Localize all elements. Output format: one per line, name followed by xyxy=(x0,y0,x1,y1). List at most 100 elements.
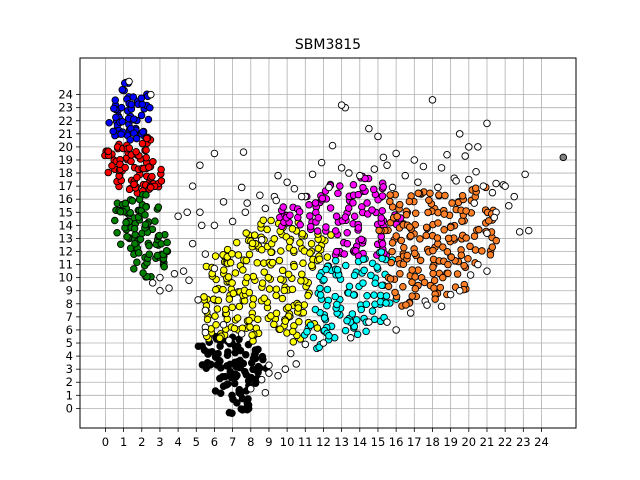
scatter-point xyxy=(333,266,342,274)
scatter-point xyxy=(253,259,261,267)
scatter-point xyxy=(461,152,469,160)
scatter-point xyxy=(378,254,386,263)
scatter-point xyxy=(363,291,371,300)
scatter-point xyxy=(354,190,363,199)
scatter-point xyxy=(267,216,275,225)
scatter-point xyxy=(121,163,129,172)
scatter-point xyxy=(373,263,381,271)
scatter-point xyxy=(375,226,383,235)
scatter-point xyxy=(146,183,155,192)
scatter-point xyxy=(147,90,155,99)
scatter-point xyxy=(403,251,412,260)
scatter-point xyxy=(214,296,223,305)
scatter-point xyxy=(393,212,401,221)
scatter-point xyxy=(315,255,324,263)
x-tick-label: 10 xyxy=(280,435,295,449)
scatter-point xyxy=(225,336,233,345)
scatter-point xyxy=(284,303,293,312)
scatter-point xyxy=(247,385,255,393)
scatter-point xyxy=(331,256,340,265)
scatter-point xyxy=(337,101,346,109)
scatter-point xyxy=(359,255,368,264)
scatter-point xyxy=(110,104,118,113)
scatter-point xyxy=(383,318,391,326)
scatter-point xyxy=(258,279,267,287)
y-tick-label: 24 xyxy=(58,88,73,102)
scatter-point xyxy=(260,294,268,303)
scatter-point xyxy=(370,165,379,173)
scatter-point xyxy=(228,303,236,312)
scatter-point xyxy=(210,264,219,273)
x-tick-label: 9 xyxy=(265,435,272,449)
scatter-point xyxy=(188,239,197,248)
scatter-point xyxy=(374,132,382,141)
scatter-point xyxy=(474,260,482,269)
scatter-point xyxy=(284,270,293,279)
scatter-point xyxy=(368,307,377,315)
x-tick-label: 14 xyxy=(352,435,367,449)
scatter-point xyxy=(248,331,256,339)
scatter-point xyxy=(446,223,455,232)
scatter-point xyxy=(386,275,395,283)
scatter-point xyxy=(236,360,245,368)
scatter-point xyxy=(188,182,197,190)
scatter-point xyxy=(429,263,437,271)
scatter-point xyxy=(416,256,425,265)
scatter-point xyxy=(453,270,462,278)
scatter-point xyxy=(440,210,448,218)
scatter-point xyxy=(378,240,387,248)
scatter-point xyxy=(316,291,325,299)
scatter-point xyxy=(301,340,310,349)
scatter-point xyxy=(149,157,157,166)
scatter-point xyxy=(401,171,409,180)
scatter-point xyxy=(515,228,524,236)
scatter-point xyxy=(455,130,464,138)
scatter-point xyxy=(243,273,251,282)
scatter-point xyxy=(248,239,257,248)
y-tick-label: 1 xyxy=(66,388,73,402)
scatter-point xyxy=(319,339,328,347)
scatter-point xyxy=(142,191,150,199)
scatter-point xyxy=(225,295,234,303)
scatter-point xyxy=(440,226,448,234)
scatter-point xyxy=(233,399,241,407)
scatter-point xyxy=(325,331,333,340)
scatter-point xyxy=(411,249,419,258)
scatter-point xyxy=(320,275,328,284)
y-tick-label: 20 xyxy=(58,140,73,154)
scatter-point xyxy=(462,207,470,215)
scatter-point xyxy=(243,199,251,207)
scatter-point xyxy=(438,273,447,282)
scatter-point xyxy=(383,161,391,169)
x-tick-label: 11 xyxy=(298,435,313,449)
scatter-point xyxy=(228,250,236,258)
scatter-point xyxy=(486,251,495,259)
scatter-point xyxy=(423,301,431,309)
scatter-point xyxy=(397,236,406,245)
scatter-point xyxy=(142,203,150,211)
scatter-point xyxy=(439,243,447,251)
scatter-point xyxy=(444,234,453,243)
scatter-point xyxy=(251,349,260,357)
scatter-point xyxy=(433,234,442,242)
x-tick-label: 7 xyxy=(229,435,236,449)
scatter-point xyxy=(407,232,415,240)
scatter-point xyxy=(125,144,134,152)
y-tick-label: 19 xyxy=(58,153,73,167)
x-tick-label: 0 xyxy=(102,435,109,449)
scatter-point xyxy=(483,267,491,275)
scatter-point xyxy=(334,189,342,198)
scatter-point xyxy=(363,199,371,207)
scatter-point xyxy=(479,182,488,190)
scatter-point xyxy=(362,327,370,336)
y-tick-label: 8 xyxy=(66,297,73,311)
scatter-point xyxy=(297,277,305,285)
scatter-point xyxy=(323,285,332,294)
scatter-point xyxy=(414,189,423,198)
x-tick-label: 20 xyxy=(461,435,476,449)
scatter-point xyxy=(392,232,400,240)
scatter-point xyxy=(118,86,127,94)
x-tick-label: 4 xyxy=(174,435,181,449)
scatter-point xyxy=(392,326,400,334)
scatter-point xyxy=(396,270,404,278)
